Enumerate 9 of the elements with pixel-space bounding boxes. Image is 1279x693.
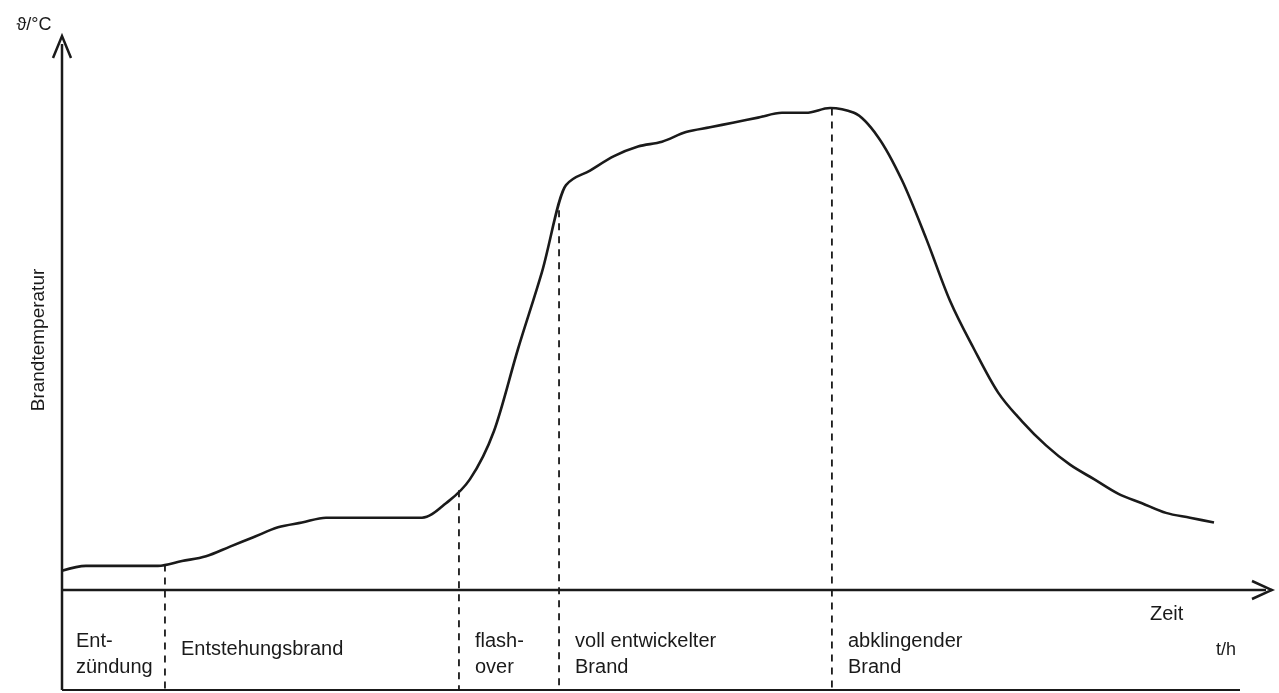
x-axis-title: Zeit: [1150, 602, 1184, 624]
text: flash- over: [474, 629, 524, 677]
text: voll entwickelter Brand: [575, 629, 717, 677]
text: t/h: [1215, 639, 1237, 659]
y-axis-title: Brandtemperatur: [27, 268, 48, 412]
text: Ent- zündung: [76, 629, 153, 677]
text: abklingender Brand: [847, 629, 963, 677]
text: ϑ/°C: [16, 14, 52, 34]
text: Entstehungsbrand: [180, 637, 344, 659]
